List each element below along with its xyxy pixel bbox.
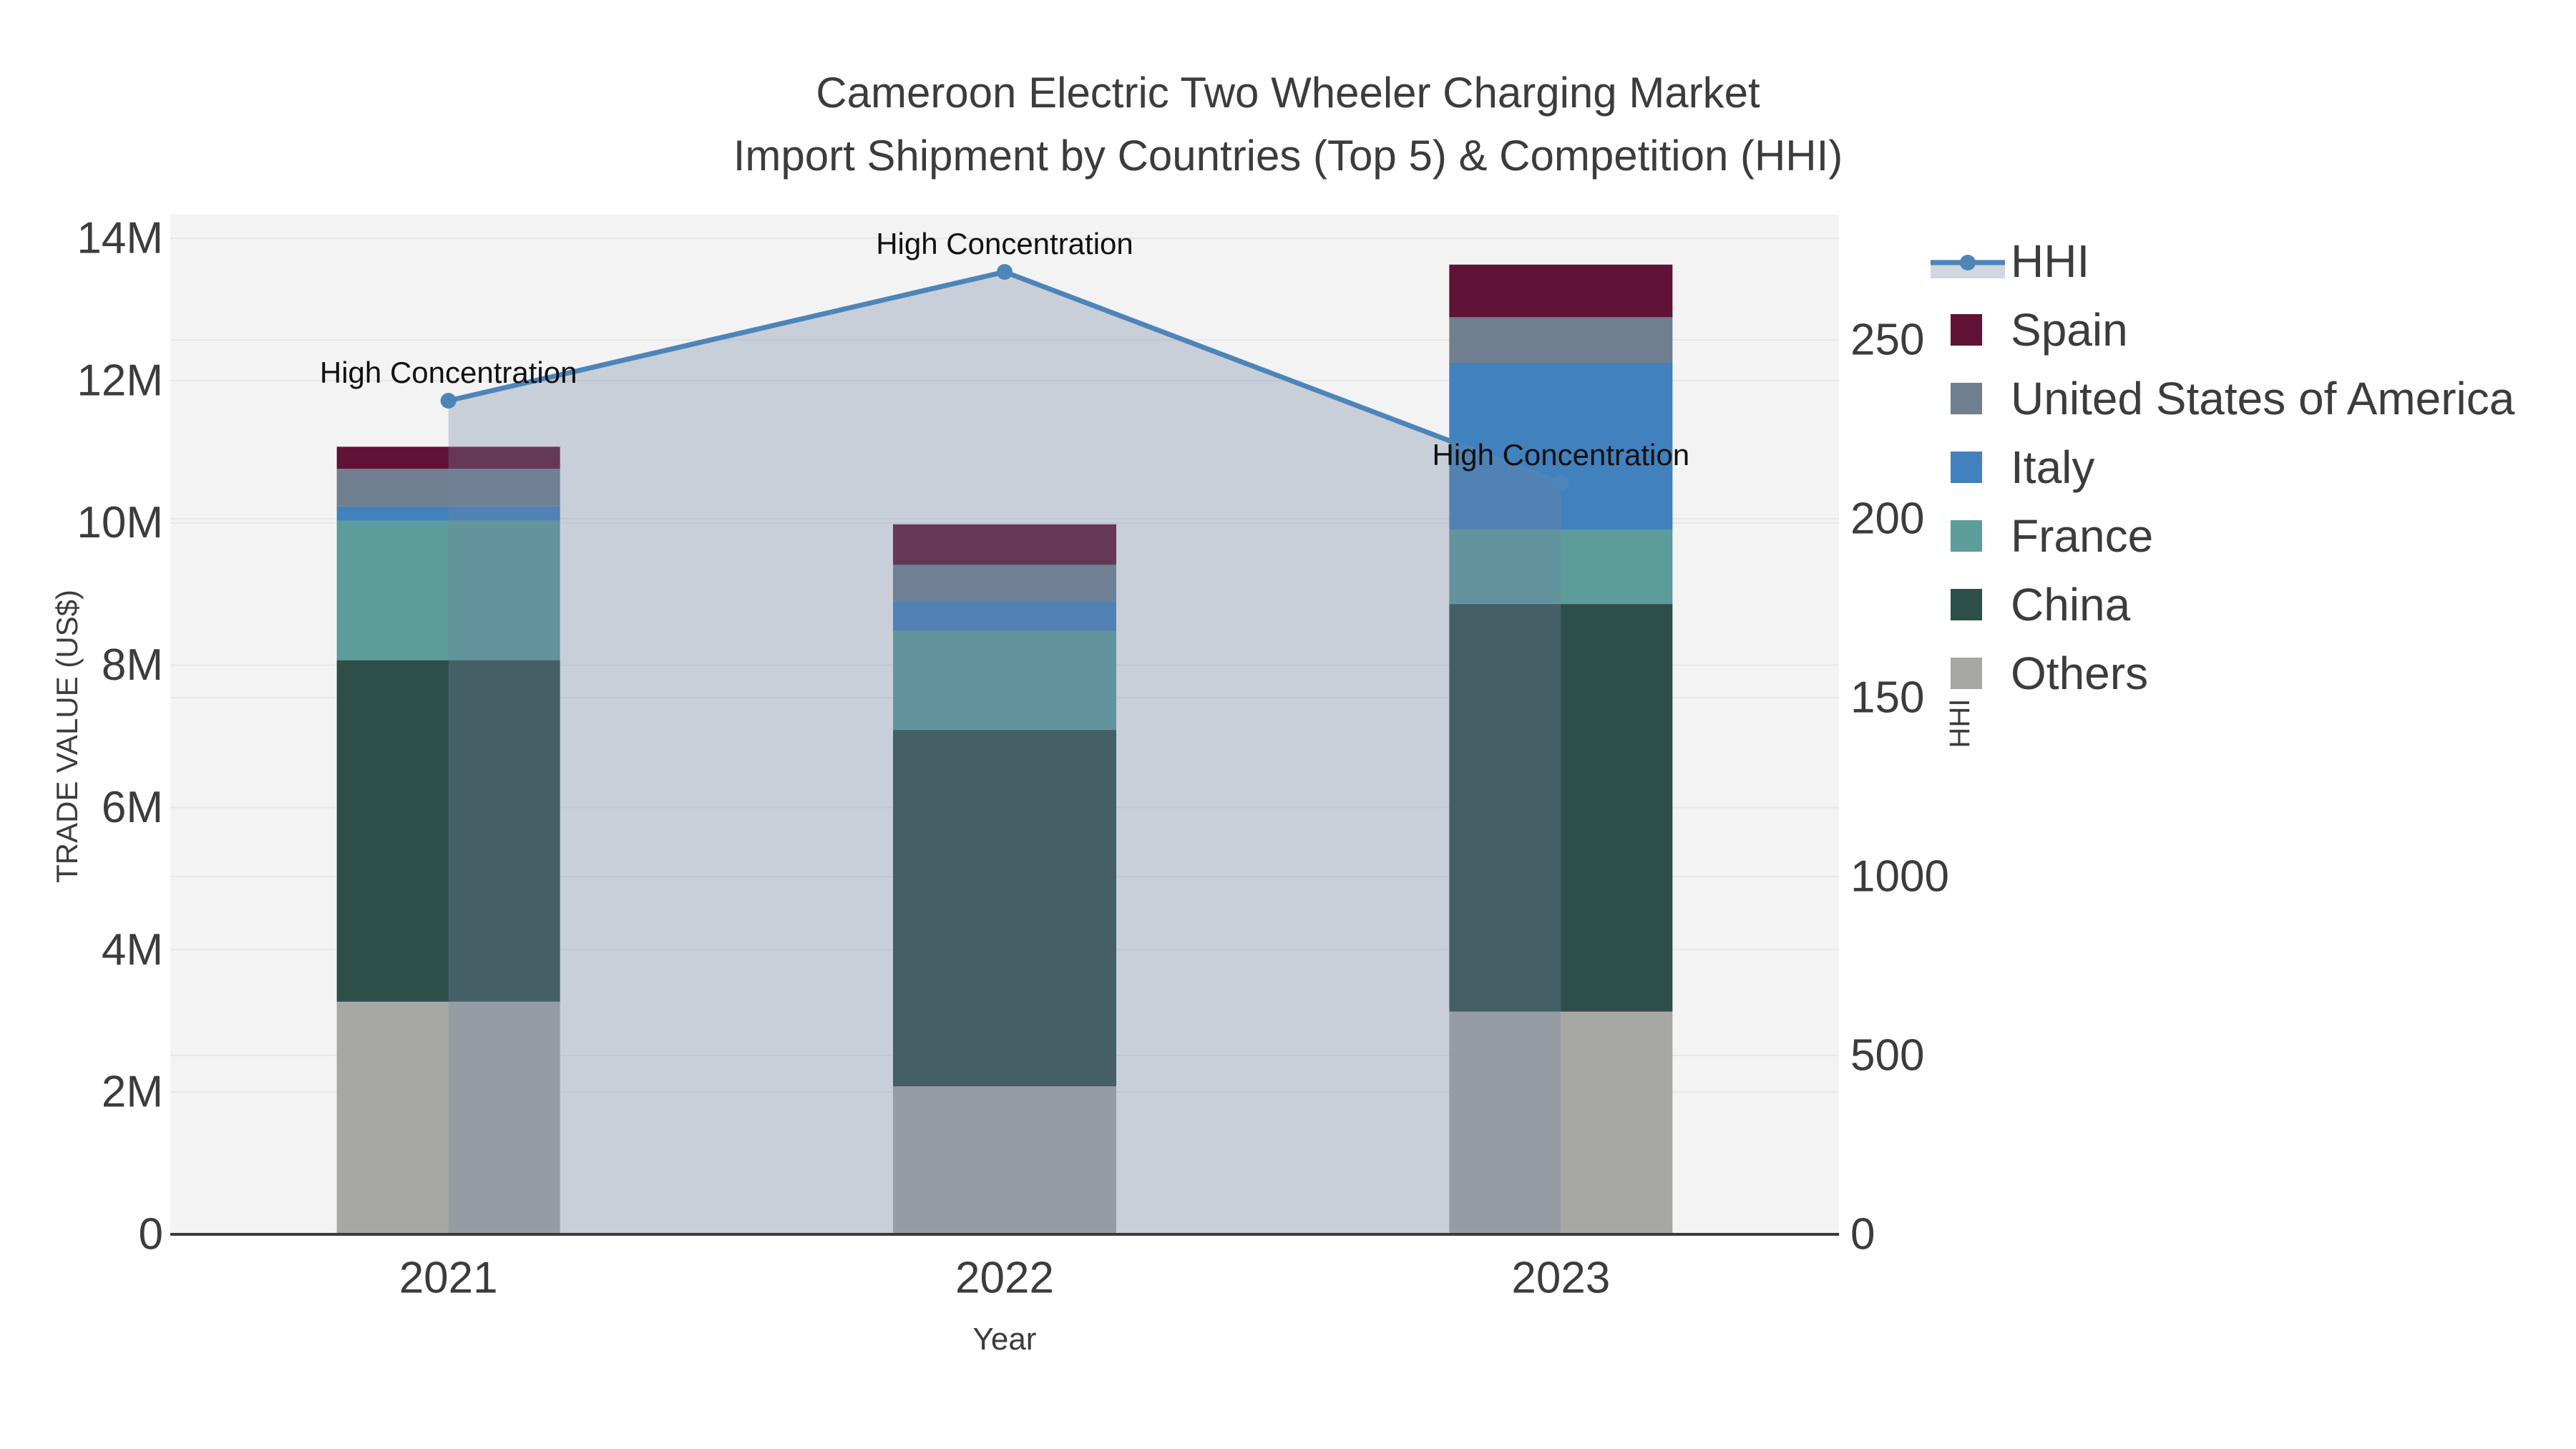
bar-segment-china-2023[interactable] xyxy=(1449,604,1673,1012)
bar-segment-spain-2022[interactable] xyxy=(893,524,1116,565)
stacked-bars xyxy=(336,264,1673,1234)
bar-segment-others-2023[interactable] xyxy=(1449,1011,1673,1234)
legend-item-france[interactable]: France xyxy=(1951,510,2153,562)
bar-segment-united-states-of-america-2021[interactable] xyxy=(336,469,560,507)
y-right-tick-1000: 1000 xyxy=(1850,852,1949,902)
y-left-tick-8M: 8M xyxy=(102,640,163,690)
y-left-tick-10M: 10M xyxy=(77,498,163,547)
hhi-area-fill xyxy=(448,272,1561,1234)
y-left-tick-labels: 0 2M 4M 6M 8M 10M 12M 14M xyxy=(77,214,163,1259)
legend-hhi-marker-icon xyxy=(1960,255,1976,270)
bar-segment-italy-2023[interactable] xyxy=(1449,363,1673,530)
legend-item-united-states-of-america[interactable]: United States of America xyxy=(1951,373,2515,424)
y-right-tick-250: 250 xyxy=(1850,316,1924,365)
bar-segment-spain-2023[interactable] xyxy=(1449,264,1673,318)
bar-segment-france-2023[interactable] xyxy=(1449,530,1673,605)
legend-swatch-icon-france xyxy=(1951,520,1982,552)
chart-title: Cameroon Electric Two Wheeler Charging M… xyxy=(816,69,1760,117)
bar-segment-united-states-of-america-2023[interactable] xyxy=(1449,317,1673,363)
bar-segment-united-states-of-america-2022[interactable] xyxy=(893,565,1116,602)
bar-segment-spain-2021[interactable] xyxy=(336,447,560,469)
legend-item-spain[interactable]: Spain xyxy=(1951,304,2128,356)
bar-segment-china-2021[interactable] xyxy=(336,660,560,1002)
y-left-tick-2M: 2M xyxy=(102,1068,163,1117)
legend-item-others[interactable]: Others xyxy=(1951,648,2148,699)
y-left-tick-4M: 4M xyxy=(102,925,163,975)
x-tick-labels: 2021 2022 2023 xyxy=(399,1254,1611,1303)
annotation-label-2021: High Concentration xyxy=(320,356,577,389)
legend-label-hhi: HHI xyxy=(2011,235,2089,287)
y-right-tick-0: 0 xyxy=(1850,1210,1875,1259)
y-left-tick-6M: 6M xyxy=(102,783,163,832)
chart-subtitle: Import Shipment by Countries (Top 5) & C… xyxy=(733,132,1843,180)
y-right-tick-labels: 0 500 1000 150 200 250 xyxy=(1850,316,1949,1259)
x-tick-2021: 2021 xyxy=(399,1254,498,1303)
hhi-line-layer xyxy=(440,264,1569,491)
annotations: High Concentration High Concentration High… xyxy=(320,227,1689,472)
bar-segment-italy-2021[interactable] xyxy=(336,506,560,521)
bar-segment-china-2022[interactable] xyxy=(893,730,1116,1087)
y-right-tick-500: 500 xyxy=(1850,1031,1924,1080)
legend-swatch-icon-china xyxy=(1951,589,1982,620)
annotation-label-2023: High Concentration xyxy=(1433,438,1690,472)
y-left-axis-title: TRADE VALUE (US$) xyxy=(50,590,84,883)
legend-swatch-icon-italy xyxy=(1951,452,1982,483)
hhi-marker-2023[interactable] xyxy=(1553,475,1569,491)
bar-segment-others-2022[interactable] xyxy=(893,1086,1116,1234)
legend-item-italy[interactable]: Italy xyxy=(1951,441,2094,493)
legend-swatch-icon-others xyxy=(1951,658,1982,689)
hhi-marker-2021[interactable] xyxy=(440,393,457,409)
legend-label-spain: Spain xyxy=(2011,304,2128,356)
legend-item-china[interactable]: China xyxy=(1951,579,2131,630)
y-right-axis-title: HHI xyxy=(1944,699,1976,748)
bar-segment-france-2021[interactable] xyxy=(336,520,560,660)
legend-swatch-icon-united-states-of-america xyxy=(1951,383,1982,414)
y-left-tick-14M: 14M xyxy=(77,214,163,263)
legend-item-hhi[interactable]: HHI xyxy=(1931,235,2089,287)
hhi-area-layer xyxy=(448,272,1561,1234)
legend-label-united-states-of-america: United States of America xyxy=(2011,373,2515,424)
legend-label-others: Others xyxy=(2011,648,2148,699)
legend-label-italy: Italy xyxy=(2011,441,2094,493)
x-axis-title: Year xyxy=(973,1322,1037,1357)
hhi-marker-2022[interactable] xyxy=(997,264,1013,280)
x-tick-2023: 2023 xyxy=(1511,1254,1610,1303)
bar-segment-france-2022[interactable] xyxy=(893,630,1116,731)
legend: HHI Spain United States of America Italy Fra… xyxy=(1931,235,2515,699)
annotation-label-2022: High Concentration xyxy=(876,227,1133,260)
bar-segment-others-2021[interactable] xyxy=(336,1001,560,1234)
legend-label-china: China xyxy=(2011,579,2131,630)
legend-swatch-icon-spain xyxy=(1951,314,1982,346)
x-tick-2022: 2022 xyxy=(955,1254,1054,1303)
legend-label-france: France xyxy=(2011,510,2153,562)
y-left-tick-0: 0 xyxy=(139,1210,163,1259)
y-right-tick-200: 200 xyxy=(1850,494,1924,544)
y-right-tick-150: 150 xyxy=(1850,673,1924,723)
y-left-tick-12M: 12M xyxy=(77,356,163,405)
bar-segment-italy-2022[interactable] xyxy=(893,601,1116,631)
